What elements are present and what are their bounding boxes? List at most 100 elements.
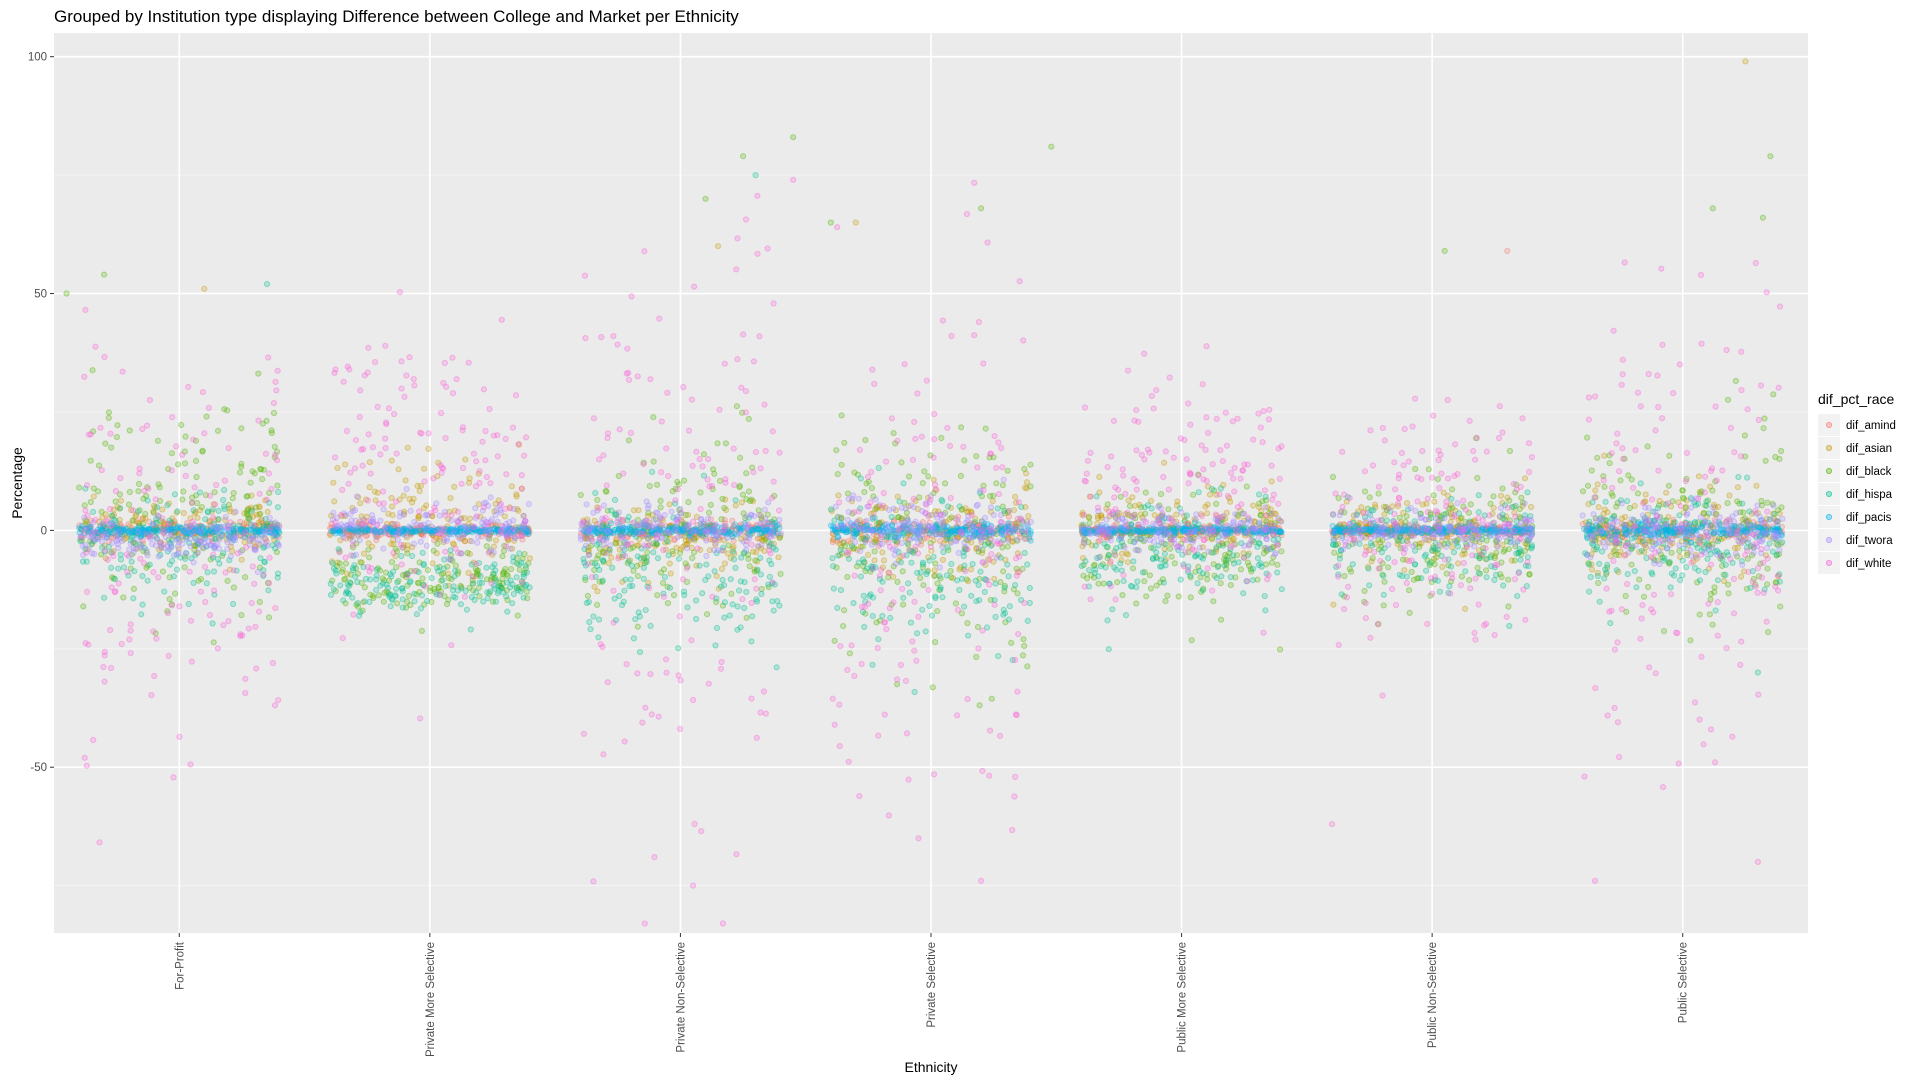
data-point [1422,551,1429,558]
data-point [494,590,501,597]
data-point [1506,447,1514,455]
data-point [1129,565,1137,572]
data-point [357,559,364,566]
data-point [887,614,894,622]
data-point [654,481,661,488]
data-point-outlier [790,134,797,141]
data-point [202,516,209,523]
data-point [676,549,684,557]
data-point [1162,598,1169,605]
data-point [1462,605,1469,612]
data-point [1021,549,1028,557]
data-point [938,434,945,442]
data-point [919,606,926,613]
data-point [900,594,907,601]
data-point [1173,511,1180,518]
data-point [161,521,168,528]
data-point [142,510,149,518]
data-point [1249,577,1256,584]
data-point [125,501,133,508]
data-point [474,567,481,574]
data-point [1645,583,1652,591]
data-point [417,482,425,489]
data-point [1024,561,1031,568]
data-point [407,530,415,537]
data-point [1601,575,1608,582]
data-point-outlier [1048,143,1055,150]
data-point [523,525,530,532]
data-point [952,600,960,607]
data-point [471,527,478,534]
data-point [1777,603,1784,610]
data-point [467,626,474,633]
data-point [244,493,251,500]
data-point [386,531,393,538]
data-point [79,558,87,565]
data-point [367,576,374,583]
chart-title: Grouped by Institution type displaying D… [54,7,739,26]
data-point [1262,493,1269,500]
data-point [405,528,412,536]
data-point [329,560,336,567]
data-point [1338,591,1345,598]
data-point [1020,636,1027,643]
data-point [261,523,268,530]
data-point [1696,577,1704,584]
data-point [144,530,151,537]
data-point [975,581,982,589]
data-point [879,612,886,620]
data-point [508,483,515,490]
data-point [404,550,411,557]
data-point [466,526,473,533]
data-point [1012,582,1019,589]
data-point [229,495,236,502]
data-point [1487,500,1494,507]
data-point [347,528,354,535]
data-point [275,533,282,541]
data-point [1408,568,1415,576]
data-point-outlier [201,285,208,292]
data-point [416,488,423,495]
data-point [722,440,730,447]
data-point [1171,560,1178,567]
data-point [1450,549,1458,556]
data-point [110,534,117,541]
data-point [410,528,417,535]
data-point [769,598,776,605]
data-point [705,509,713,516]
data-point [1491,576,1498,584]
data-point [105,516,112,523]
data-point [450,540,457,547]
data-point [1528,503,1535,511]
data-point [167,526,174,534]
data-point [837,587,845,594]
data-point [1449,486,1456,493]
data-point [486,532,493,539]
data-point [395,530,402,538]
data-point [486,531,493,538]
data-point [661,574,669,581]
data-point [1274,561,1281,568]
data-point [1449,544,1456,551]
data-point [192,527,199,534]
data-point [80,532,88,539]
data-point [379,580,386,587]
data-point [366,522,373,529]
data-point [1024,663,1031,670]
data-point [1160,579,1168,586]
data-point [210,568,218,575]
data-point [745,555,752,563]
data-point [640,575,647,583]
data-point [921,468,928,475]
data-point [1162,562,1169,569]
data-point [660,580,667,587]
data-point [1764,499,1771,506]
data-point [1213,544,1220,551]
data-point [509,600,516,607]
data-point [936,573,943,580]
data-point [1130,558,1137,565]
data-point [1243,483,1250,490]
data-point [255,527,262,534]
data-point [1430,545,1437,552]
data-point [1588,467,1595,474]
